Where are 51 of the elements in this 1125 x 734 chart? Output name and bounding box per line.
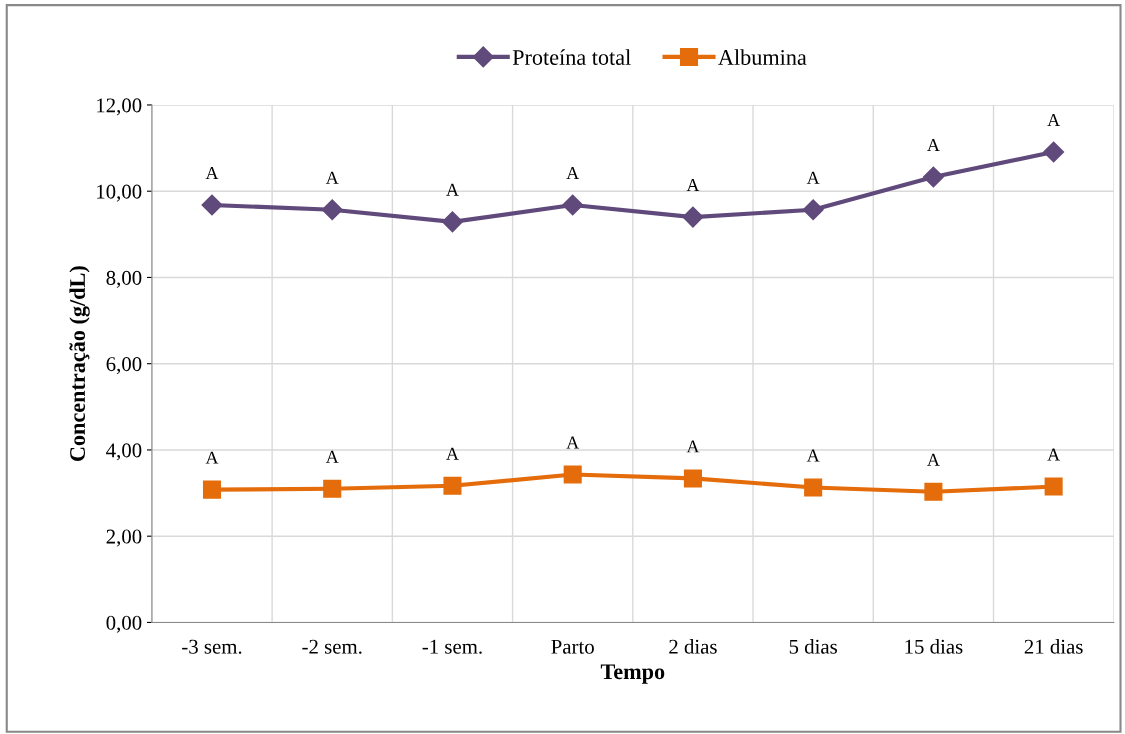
point [321, 199, 343, 221]
annotation: A [806, 449, 820, 462]
point [562, 194, 584, 216]
annotation: A [1047, 448, 1061, 461]
annotation: A [446, 447, 459, 460]
annotation: A [686, 179, 700, 192]
annotation: A [325, 171, 339, 184]
point [682, 206, 704, 228]
x-tick-label: -1 sem. [422, 639, 482, 654]
legend-label: Proteína total [512, 49, 631, 65]
point [323, 479, 342, 498]
y-tick-label: 0,00 [106, 615, 142, 633]
annotation: A [927, 138, 940, 151]
point [443, 476, 462, 495]
annotation: A [566, 436, 580, 449]
y-tick-label: 6,00 [106, 357, 142, 375]
x-tick-label: 15 dias [905, 639, 963, 654]
annotation: A [325, 450, 339, 463]
point [924, 482, 943, 501]
y-tick-label: 2,00 [106, 529, 142, 547]
annotation: A [446, 183, 459, 196]
annotation: A [205, 451, 219, 464]
y-axis-title: Concentração (g/dL) [69, 266, 90, 462]
annotation: A [566, 167, 580, 179]
x-tick-label: 5 dias [789, 639, 837, 654]
x-tick-label: -2 sem. [302, 639, 362, 654]
annotation: A [806, 171, 820, 184]
point [201, 194, 223, 216]
y-tick-label: 8,00 [106, 270, 142, 288]
x-tick-label: 21 dias [1024, 639, 1083, 654]
annotation: A [1047, 113, 1061, 126]
point [441, 211, 463, 233]
y-tick-label: 10,00 [97, 184, 142, 202]
point [1044, 477, 1063, 496]
legend-label: Albumina [718, 49, 807, 65]
point [202, 480, 222, 499]
point [922, 166, 944, 188]
y-tick-label: 4,00 [106, 443, 142, 461]
annotation: A [927, 453, 940, 466]
x-axis-title: Tempo [600, 664, 665, 684]
point [683, 469, 702, 488]
point [802, 199, 824, 221]
annotation: A [686, 440, 700, 453]
annotation: A [205, 167, 219, 179]
point [804, 478, 823, 497]
point [563, 465, 582, 484]
point [1043, 141, 1065, 163]
x-tick-label: 2 dias [669, 639, 717, 654]
x-tick-label: Parto [551, 639, 594, 654]
y-tick-label: 12,00 [97, 98, 142, 116]
x-tick-label: -3 sem. [182, 639, 242, 654]
